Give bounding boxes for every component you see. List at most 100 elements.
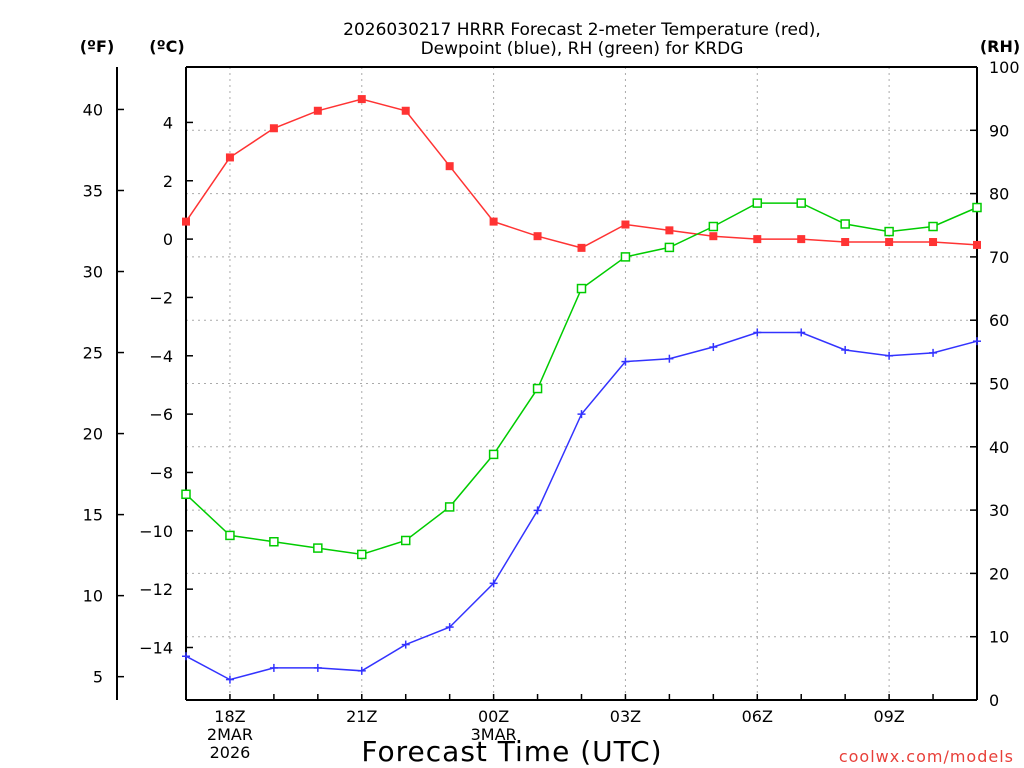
temperature-point <box>225 153 234 162</box>
rh-point <box>796 198 806 208</box>
rh-point <box>181 489 191 500</box>
dewpoint-point <box>621 357 630 366</box>
celsius-tick-label: −10 <box>139 522 173 541</box>
fahrenheit-tick-label: 35 <box>83 181 103 200</box>
x-tick-label: 2026 <box>210 743 251 762</box>
temperature-point <box>577 243 586 252</box>
x-tick-label: 09Z <box>873 707 904 726</box>
dewpoint-point <box>665 354 674 363</box>
temperature-point <box>445 162 454 171</box>
fahrenheit-unit-label: (ºF) <box>80 37 115 56</box>
temperature-point <box>797 235 806 244</box>
fahrenheit-tick-label: 15 <box>83 506 103 525</box>
rh-tick-label: 40 <box>989 438 1009 457</box>
dewpoint-point <box>489 579 498 588</box>
fahrenheit-tick-label: 25 <box>83 344 103 363</box>
temperature-point <box>489 217 498 226</box>
rh-point <box>400 535 411 546</box>
rh-point <box>269 537 279 547</box>
rh-point <box>576 283 587 294</box>
rh-tick-label: 30 <box>989 501 1009 520</box>
temperature-point <box>533 232 542 241</box>
rh-point <box>313 543 323 553</box>
rh-point <box>444 502 455 512</box>
celsius-tick-label: −14 <box>139 638 173 657</box>
data-series <box>181 95 982 684</box>
celsius-tick-label: 2 <box>163 172 173 191</box>
dewpoint-point <box>182 652 190 661</box>
celsius-tick-label: 4 <box>163 113 173 132</box>
dewpoint-point <box>269 663 278 672</box>
dewpoint-point <box>313 663 322 672</box>
rh-point <box>488 449 499 460</box>
rh-point <box>752 198 763 208</box>
rh-point <box>928 221 938 232</box>
x-tick-label: 03Z <box>610 707 641 726</box>
rh-tick-label: 60 <box>989 311 1009 330</box>
dewpoint-point <box>357 666 366 675</box>
celsius-unit-label: (ºC) <box>149 37 184 56</box>
temperature-point <box>357 95 366 104</box>
celsius-tick-label: −4 <box>149 347 173 366</box>
dewpoint-point <box>841 345 850 354</box>
x-tick-label: 00Z <box>478 707 509 726</box>
dewpoint-point <box>929 348 938 357</box>
rh-point <box>620 252 631 262</box>
dewpoint-point <box>885 351 894 360</box>
rh-tick-label: 10 <box>989 628 1009 647</box>
fahrenheit-tick-label: 10 <box>83 587 103 606</box>
rh-point <box>840 219 850 229</box>
x-tick-label: 21Z <box>346 707 377 726</box>
chart-title-line2: Dewpoint (blue), RH (green) for KRDG <box>421 39 744 59</box>
rh-point <box>532 383 543 394</box>
temperature-point <box>269 124 278 133</box>
rh-tick-label: 20 <box>989 564 1009 583</box>
rh-tick-label: 70 <box>989 248 1009 267</box>
rh-tick-label: 80 <box>989 185 1009 204</box>
dewpoint-point <box>753 328 762 337</box>
rh-point <box>357 549 367 560</box>
rh-point <box>708 221 719 232</box>
fahrenheit-tick-label: 20 <box>83 425 103 444</box>
dewpoint-point <box>401 640 410 649</box>
temperature-point <box>709 232 718 241</box>
dewpoint-point <box>533 506 542 515</box>
temperature-point <box>313 106 322 115</box>
temperature-point <box>753 235 762 244</box>
temperature-point <box>885 238 894 247</box>
rh-unit-label: (RH) <box>980 37 1020 56</box>
x-tick-label: 2MAR <box>207 725 253 744</box>
rh-tick-label: 100 <box>989 58 1020 77</box>
rh-point <box>884 226 894 237</box>
celsius-tick-label: 0 <box>163 230 173 249</box>
rh-point <box>664 242 675 253</box>
rh-tick-label: 50 <box>989 375 1009 394</box>
temperature-point <box>665 226 674 235</box>
rh-tick-label: 0 <box>989 691 999 710</box>
watermark: coolwx.com/models <box>839 747 1014 766</box>
axes: −14 −12 −10 −8 −6 −4 −2 0 2 4 5 10 15 20 25 30 35 40 0 10 20… <box>83 58 1020 762</box>
x-axis-label: Forecast Time (UTC) <box>361 735 662 768</box>
temperature-point <box>973 240 981 249</box>
celsius-tick-label: −12 <box>139 580 173 599</box>
dewpoint-point <box>709 343 718 352</box>
fahrenheit-tick-label: 30 <box>83 263 103 282</box>
gridlines <box>186 67 977 700</box>
celsius-tick-label: −6 <box>149 405 173 424</box>
temperature-point <box>929 238 938 247</box>
celsius-tick-label: −8 <box>149 463 173 482</box>
temperature-point <box>841 238 850 247</box>
fahrenheit-tick-label: 5 <box>93 668 103 687</box>
dewpoint-point <box>577 410 586 419</box>
x-tick-label: 06Z <box>742 707 773 726</box>
temperature-point <box>621 220 630 229</box>
dewpoint-point <box>973 337 981 346</box>
x-tick-label: 3MAR <box>471 725 517 744</box>
rh-point <box>225 530 235 541</box>
temperature-point <box>182 217 190 226</box>
dewpoint-point <box>797 328 806 337</box>
dewpoint-point <box>445 623 454 632</box>
fahrenheit-tick-label: 40 <box>83 100 103 119</box>
rh-line <box>185 202 978 556</box>
